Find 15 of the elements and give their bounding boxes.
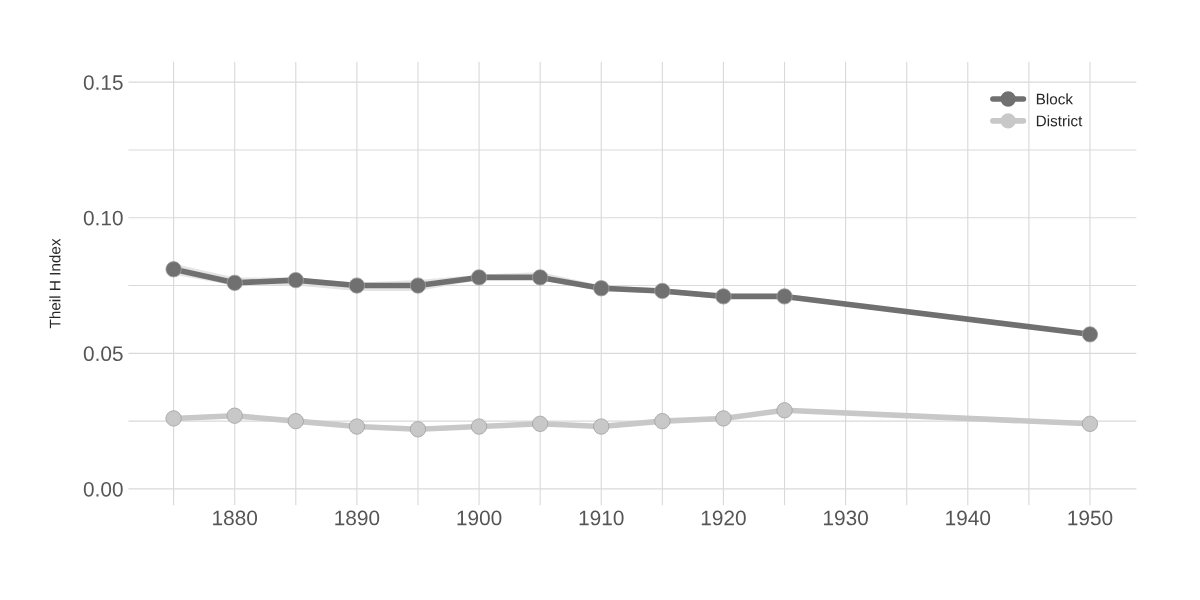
x-tick-label: 1880 bbox=[213, 510, 258, 526]
y-tick-label: 0.05 bbox=[83, 346, 123, 362]
x-tick-label: 1890 bbox=[335, 510, 380, 526]
x-tick-label: 1930 bbox=[824, 510, 868, 526]
legend-label: Block bbox=[1036, 93, 1074, 105]
y-tick-label: 0.00 bbox=[83, 481, 123, 497]
x-tick-label: 1920 bbox=[701, 510, 746, 526]
x-tick-label: 1950 bbox=[1068, 510, 1113, 526]
x-tick-label: 1910 bbox=[579, 510, 624, 526]
y-axis-title: Theil H Index bbox=[49, 238, 61, 329]
y-tick-label: 0.10 bbox=[83, 210, 123, 226]
y-tick-label: 0.15 bbox=[83, 75, 123, 90]
x-tick-label: 1940 bbox=[946, 510, 991, 526]
legend-label: District bbox=[1036, 115, 1083, 127]
x-tick-label: 1900 bbox=[457, 510, 502, 526]
